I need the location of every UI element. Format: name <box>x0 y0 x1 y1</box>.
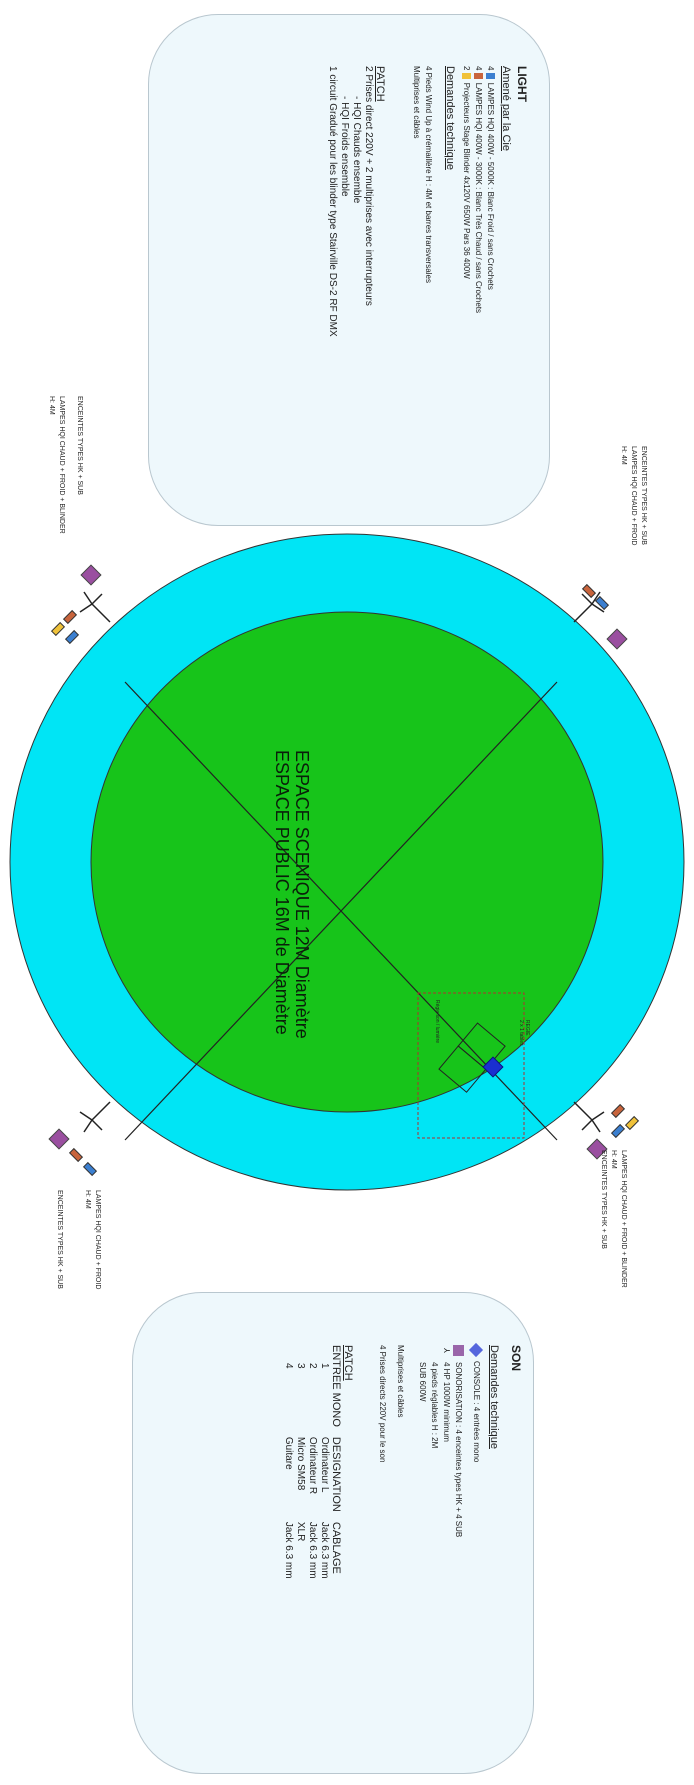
speaker-stand-icon: ⅄ <box>442 1348 451 1353</box>
speaker-icon <box>80 564 102 586</box>
diagonal-line <box>124 681 558 1141</box>
son-item: SUB 600W <box>418 1362 427 1402</box>
light-demande: Multiprises et câbles <box>412 66 421 139</box>
son-panel <box>132 1292 534 1774</box>
lamp-warm-icon <box>581 583 597 599</box>
stage-area-circle <box>90 611 604 1113</box>
light-patch-line: 1 circuit Gradué pour les blinder type S… <box>327 66 338 337</box>
light-patch-title: PATCH <box>374 66 386 102</box>
col-header: DESIGNATION <box>330 1436 342 1512</box>
son-extra: Multiprises et câbles <box>396 1345 405 1418</box>
console-diamond-icon <box>469 1342 484 1358</box>
lamp-cold-swatch <box>485 72 495 79</box>
light-patch-line: 2 Prises direct 220V + 2 multiprises ave… <box>363 66 374 306</box>
speaker-square-icon <box>452 1345 464 1356</box>
lamp-cold-icon <box>64 629 80 645</box>
table-row: 2 Ordinateur R Jack 6.3 mm <box>307 1363 318 1579</box>
lamp-cold-icon <box>82 1161 98 1177</box>
light-item: 4 LAMPES HQI 400W - 5000K : Blanc Froid … <box>485 66 495 290</box>
public-diameter-label: ESPACE PUBLIC 16M de Diamètre <box>272 750 292 1035</box>
speaker-icon <box>606 628 628 650</box>
light-item: 4 LAMPES HQI 400W - 3000K : Blanc Très C… <box>473 66 483 314</box>
blinder-icon <box>624 1115 640 1131</box>
post-label-top-right: ENCEINTES TYPES HK + SUB LAMPES HQI CHAU… <box>620 446 647 546</box>
son-patch-title: PATCH <box>342 1345 354 1381</box>
lamp-warm-icon <box>68 1147 84 1163</box>
light-patch-line: - HQI Froids ensemble <box>339 96 350 197</box>
lamp-cold-icon <box>610 1123 626 1139</box>
center-labels: ESPACE SCENIQUE 12M Diamètre ESPACE PUBL… <box>272 750 312 1039</box>
son-item: CONSOLE : 4 entrées mono <box>464 1342 484 1589</box>
col-header: ENTREE MONO <box>330 1345 342 1427</box>
light-subtitle: Amené par la Cie <box>500 66 512 151</box>
lamp-warm-icon <box>62 609 78 625</box>
post-bottom-left <box>48 1101 111 1177</box>
son-panel-content: SON Demandes technique CONSOLE : 4 entré… <box>282 1342 523 1589</box>
son-demandes-title: Demandes technique <box>488 1345 500 1449</box>
post-label-top-left: ENCEINTES TYPES HK + SUB LAMPES HQI CHAU… <box>48 396 83 534</box>
regie-label-bottom: Régie son / lumière <box>434 1000 440 1044</box>
speaker-icon <box>586 1138 608 1160</box>
post-label-bottom-right: LAMPES HQI CHAUD + FROID + BLINDER H: 4M… <box>600 1150 627 1288</box>
light-panel <box>148 14 550 526</box>
post-top-right <box>573 583 628 650</box>
console-icon <box>482 1056 504 1078</box>
son-item: 4 pieds réglables H : 2M <box>430 1362 439 1449</box>
lamp-cold-icon <box>594 595 610 611</box>
light-patch-line: - HQI Chauds ensemble <box>351 96 362 204</box>
table-row: 4 Guitare Jack 6.3 mm <box>283 1363 294 1579</box>
table-row: 1 Ordinateur L Jack 6.3 mm <box>319 1363 330 1579</box>
son-patch-table: ENTREE MONO DESIGNATION CABLAGE 1 Ordina… <box>282 1345 342 1589</box>
son-extra: 4 Prises directs 220V pour le son <box>378 1345 387 1463</box>
son-item: SONORISATION : 4 enceintes types HK + 4 … <box>452 1345 464 1589</box>
regie-tables <box>438 1022 506 1093</box>
regie-zone <box>417 992 525 1139</box>
son-title: SON <box>509 1345 523 1372</box>
table-header-row: ENTREE MONO DESIGNATION CABLAGE <box>330 1345 342 1589</box>
light-demande: 4 Pieds Wind Up à crémaillère H : 4M et … <box>424 66 433 283</box>
blinder-icon <box>50 621 66 637</box>
post-bottom-right <box>573 1101 640 1160</box>
blinder-swatch <box>461 72 471 79</box>
son-item: ⅄4 HP 1000W minimum <box>440 1345 452 1589</box>
stage-diameter-label: ESPACE SCENIQUE 12M Diamètre <box>292 750 312 1039</box>
light-item: 2 Projecteurs Stage Blinder 4x120V 650W … <box>461 66 471 279</box>
light-demandes-title: Demandes technique <box>444 66 456 170</box>
regie-label-top: REGIE 2 x 1 tables <box>518 1020 530 1046</box>
post-top-left <box>50 564 111 645</box>
light-panel-content: LIGHT Amené par la Cie 4 LAMPES HQI 400W… <box>326 66 529 337</box>
post-label-bottom-left: LAMPES HQI CHAUD + FROID H: 4M ENCEINTES… <box>56 1190 101 1290</box>
lamp-warm-swatch <box>473 72 483 79</box>
light-title: LIGHT <box>515 66 529 102</box>
speaker-icon <box>48 1128 70 1150</box>
table-row: 3 Micro SM58 XLR <box>295 1363 306 1542</box>
lamp-warm-icon <box>610 1103 626 1119</box>
col-header: CABLAGE <box>330 1521 342 1574</box>
